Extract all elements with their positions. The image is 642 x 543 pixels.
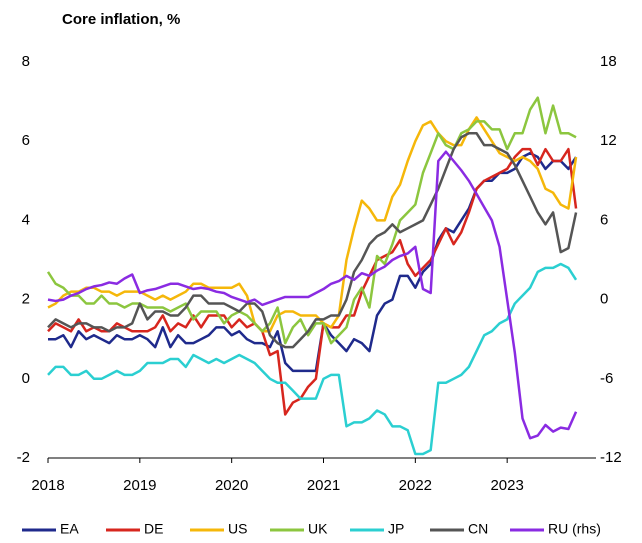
y2-tick-label: -12 [600, 449, 622, 466]
legend-label: UK [308, 521, 328, 537]
y2-tick-label: 6 [600, 211, 608, 228]
y-tick-label: 8 [22, 53, 30, 70]
series-line [47, 262, 578, 456]
y2-tick-label: -6 [600, 370, 613, 387]
x-tick-label: 2021 [307, 477, 340, 494]
legend-label: RU (rhs) [548, 521, 601, 537]
y-tick-label: 2 [22, 291, 30, 308]
y-tick-label: -2 [17, 449, 30, 466]
series-line [47, 150, 578, 440]
y2-tick-label: 0 [600, 291, 608, 308]
legend-label: EA [60, 521, 79, 537]
series-line [47, 116, 578, 333]
chart-title: Core inflation, % [62, 11, 180, 28]
series-line [46, 96, 577, 345]
legend-label: JP [388, 521, 404, 537]
y-tick-label: 6 [22, 132, 30, 149]
x-tick-label: 2018 [31, 477, 64, 494]
y-tick-label: 4 [22, 211, 30, 228]
y-tick-label: 0 [22, 370, 30, 387]
series-line [47, 147, 578, 416]
y2-tick-label: 18 [600, 53, 617, 70]
series-line [48, 151, 578, 373]
x-tick-label: 2020 [215, 477, 248, 494]
legend-label: CN [468, 521, 488, 537]
x-tick-label: 2022 [399, 477, 432, 494]
legend-label: DE [144, 521, 163, 537]
legend-label: US [228, 521, 247, 537]
y2-tick-label: 12 [600, 132, 617, 149]
series-line [47, 132, 578, 349]
x-tick-label: 2023 [490, 477, 523, 494]
x-tick-label: 2019 [123, 477, 156, 494]
